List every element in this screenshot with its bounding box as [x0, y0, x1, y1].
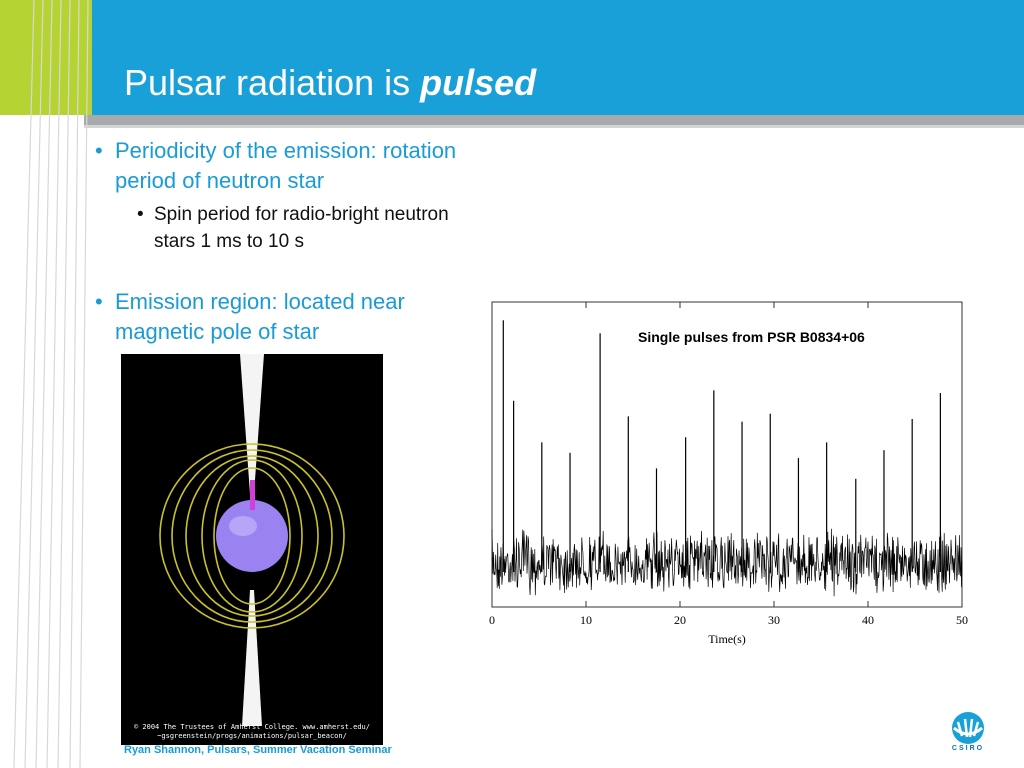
- header-accent-bar: [0, 0, 92, 115]
- single-pulses-chart: 0 10 20 30 40 50 Time(s): [489, 301, 968, 646]
- bullet-periodicity: • Periodicity of the emission: rotation …: [95, 136, 457, 196]
- image-credit-line: ~gsgreenstein/progs/animations/pulsar_be…: [157, 732, 347, 740]
- neutron-star: [216, 500, 288, 572]
- x-tick-label: 20: [674, 613, 686, 627]
- sub-bullet-text-line: stars 1 ms to 10 s: [154, 231, 304, 252]
- x-tick-label: 50: [956, 613, 968, 627]
- bullet-text-line: magnetic pole of star: [115, 319, 320, 344]
- magnetic-axis: [250, 480, 255, 510]
- footer-credit: Ryan Shannon, Pulsars, Summer Vacation S…: [124, 744, 392, 756]
- x-tick-label: 30: [768, 613, 780, 627]
- sub-bullet-text-line: Spin period for radio-bright neutron: [154, 204, 449, 225]
- pulsar-illustration: [159, 354, 345, 726]
- image-credit: © 2004 The Trustees of Amherst College. …: [125, 723, 379, 741]
- bullet-text-line: Periodicity of the emission: rotation: [115, 138, 457, 163]
- image-credit-line: © 2004 The Trustees of Amherst College. …: [133, 723, 370, 731]
- logo-text: CSIRO: [951, 745, 985, 752]
- x-axis-label: Time(s): [708, 632, 746, 646]
- bullet-marker: •: [95, 138, 103, 163]
- lower-beam: [242, 590, 262, 726]
- pulsar-beacon-image: © 2004 The Trustees of Amherst College. …: [121, 354, 383, 745]
- bullet-emission-region: • Emission region: located near magnetic…: [95, 287, 405, 347]
- upper-beam: [240, 354, 264, 494]
- csiro-logo-icon: [952, 712, 984, 744]
- slide-title: Pulsar radiation is pulsed: [124, 62, 536, 104]
- bullet-text-line: period of neutron star: [115, 168, 325, 193]
- x-tick-label: 0: [489, 613, 495, 627]
- title-text: Pulsar radiation is: [124, 62, 421, 103]
- header-banner: [92, 0, 1024, 115]
- decorative-side-lines: [13, 0, 89, 768]
- noise-trace: [491, 528, 963, 597]
- bullet-text-line: Emission region: located near: [115, 289, 405, 314]
- header-divider: [84, 115, 1024, 125]
- bullet-marker: •: [95, 289, 103, 314]
- header-divider-shadow: [84, 125, 1024, 128]
- magnetic-field-lines: [159, 443, 345, 629]
- sub-bullet-marker: •: [137, 204, 144, 225]
- sub-bullet-spin-period: • Spin period for radio-bright neutron s…: [137, 201, 449, 255]
- x-tick-label: 40: [862, 613, 874, 627]
- x-tick-label: 10: [580, 613, 592, 627]
- chart-title: Single pulses from PSR B0834+06: [638, 329, 865, 345]
- title-emphasis: pulsed: [420, 62, 537, 103]
